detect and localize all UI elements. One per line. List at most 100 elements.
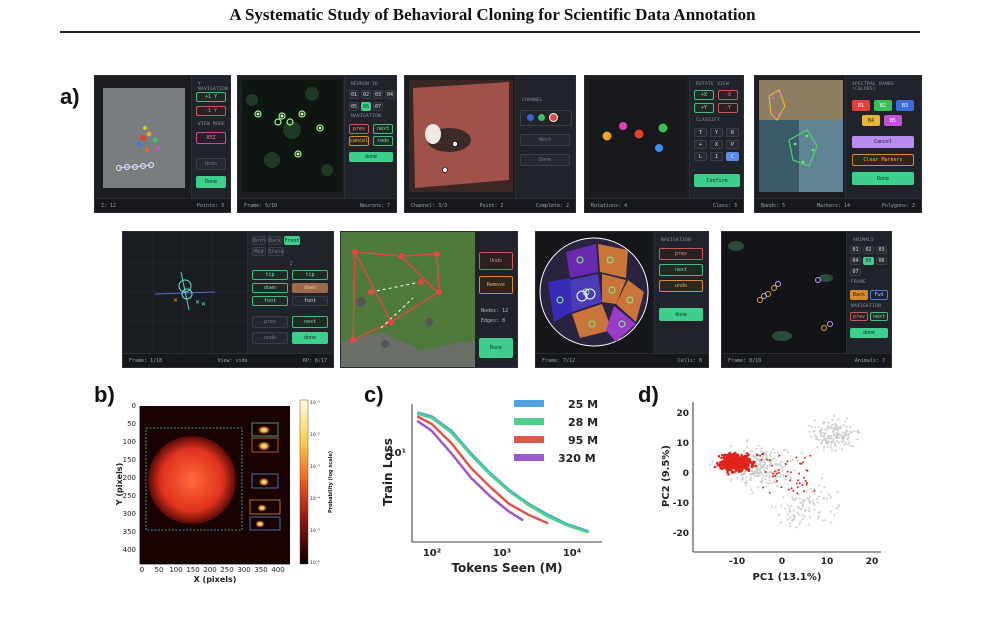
prev-button[interactable]: prev (349, 124, 369, 134)
foot-button-2[interactable]: foot (292, 296, 328, 306)
scatter-point-bg (803, 515, 806, 518)
done-button[interactable]: done (850, 328, 888, 338)
scatter-point-bg (787, 518, 790, 521)
prev-button[interactable]: prev (659, 248, 703, 260)
y-down-button[interactable]: -1 Y (196, 106, 226, 116)
animal-05[interactable]: 05 (863, 257, 874, 265)
band-b3[interactable]: B3 (896, 100, 914, 111)
down-button-2[interactable]: down (292, 283, 328, 293)
next-button[interactable]: next (870, 312, 888, 321)
scatter-point-bg (757, 444, 760, 447)
animal-02[interactable]: 02 (863, 246, 874, 254)
animal-04[interactable]: 04 (850, 257, 861, 265)
band-b4[interactable]: B4 (862, 115, 880, 126)
class-key[interactable]: + (694, 140, 707, 149)
back-button[interactable]: Back (850, 290, 868, 300)
done-button[interactable]: done (349, 152, 393, 162)
fwd-button[interactable]: Fwd (870, 290, 888, 300)
panel-label-d: d) (638, 382, 659, 407)
scatter-point-bg (755, 447, 758, 451)
down-button[interactable]: down (252, 283, 288, 293)
scatter-point-bg (756, 472, 759, 475)
view-mode-button[interactable]: XYZ (196, 132, 226, 144)
neuron-07[interactable]: 07 (373, 102, 383, 111)
animal-06[interactable]: 06 (876, 257, 887, 265)
rotate-minus-x[interactable]: -X (718, 90, 738, 100)
viewport (759, 80, 843, 192)
view-both[interactable]: Both (252, 236, 266, 245)
undo-button[interactable]: undo (252, 332, 288, 344)
scatter-point-bg (763, 466, 766, 469)
y-up-button[interactable]: +1 Y (196, 92, 226, 102)
remove-button[interactable]: Remove (479, 276, 513, 294)
prev-button[interactable]: prev (850, 312, 868, 321)
class-key[interactable]: T (694, 128, 707, 137)
band-b5[interactable]: B5 (884, 115, 902, 126)
neuron-05[interactable]: 05 (349, 102, 359, 111)
channel-red-icon[interactable] (549, 113, 558, 122)
tip-button[interactable]: tip (252, 270, 288, 280)
status-left: Frame: 7/12 (542, 357, 576, 364)
class-key-selected[interactable]: C (726, 152, 739, 161)
channel-green-icon[interactable] (538, 114, 545, 121)
neuron-04[interactable]: 04 (385, 90, 395, 99)
next-button[interactable]: next (659, 264, 703, 276)
band-b2[interactable]: B2 (874, 100, 892, 111)
rotate-plus-x[interactable]: +X (694, 90, 714, 100)
scatter-point-red (746, 459, 749, 462)
animal-03[interactable]: 03 (876, 246, 887, 254)
done-button[interactable]: done (659, 308, 703, 321)
status-left: Rotations: 4 (591, 202, 628, 209)
channel-blue-icon[interactable] (527, 114, 534, 121)
confirm-button[interactable]: Confirm (694, 174, 740, 187)
done-button[interactable]: Done (479, 338, 513, 358)
rotate-minus-y[interactable]: -Y (718, 103, 738, 113)
undo-button[interactable]: undo (659, 280, 703, 292)
class-key[interactable]: Y (710, 128, 723, 137)
scatter-point-bg (764, 454, 767, 457)
scatter-point-red (789, 471, 792, 474)
neuron-01[interactable]: 01 (349, 90, 359, 99)
next-button[interactable]: Next (520, 134, 570, 146)
redo-button[interactable]: redo (373, 136, 393, 146)
band-b1[interactable]: B1 (852, 100, 870, 111)
channel-selector[interactable] (520, 110, 572, 126)
tip-button-2[interactable]: tip (292, 270, 328, 280)
next-button[interactable]: next (292, 316, 328, 328)
done-button[interactable]: Done (852, 172, 914, 185)
neuron-02[interactable]: 02 (361, 90, 371, 99)
scatter-point-red (747, 461, 750, 465)
undo-button[interactable]: Undo (196, 158, 226, 170)
done-button[interactable]: Done (520, 154, 570, 166)
next-button[interactable]: next (373, 124, 393, 134)
view-back[interactable]: Back (268, 236, 282, 245)
view-front[interactable]: Front (284, 236, 300, 245)
foot-button[interactable]: foot (252, 296, 288, 306)
neuron-03[interactable]: 03 (373, 90, 383, 99)
rotate-plus-y[interactable]: +Y (694, 103, 714, 113)
class-key[interactable]: L (694, 152, 707, 161)
prev-button[interactable]: prev (252, 316, 288, 328)
view-stack[interactable]: Stack (268, 247, 284, 256)
screenshot-neurons: NEURON ID 01 02 03 04 05 06 07 NAVIGATIO… (237, 75, 397, 213)
done-button[interactable]: Done (196, 176, 226, 188)
scatter-point-red (726, 470, 729, 474)
class-key[interactable]: X (710, 140, 723, 149)
class-key[interactable]: R (726, 128, 739, 137)
animal-01[interactable]: 01 (850, 246, 861, 254)
animal-07[interactable]: 07 (850, 268, 861, 276)
scatter-point-bg (781, 466, 784, 469)
scatter-point-bg (735, 472, 738, 475)
done-button[interactable]: done (292, 332, 328, 344)
class-key[interactable]: I (710, 152, 723, 161)
cancel-button[interactable]: Cancel (852, 136, 914, 148)
scatter-point-bg (789, 525, 792, 528)
clear-markers-button[interactable]: Clear Markers (852, 154, 914, 166)
control-panel: Undo Remove Nodes: 12 Edges: 8 Done (475, 232, 517, 367)
class-key[interactable]: P (726, 140, 739, 149)
neuron-06[interactable]: 06 (361, 102, 371, 111)
cancel-button[interactable]: cancel (349, 136, 369, 146)
view-mid[interactable]: Mid (252, 247, 266, 256)
undo-button[interactable]: Undo (479, 252, 513, 270)
scatter-point-bg (799, 502, 802, 505)
